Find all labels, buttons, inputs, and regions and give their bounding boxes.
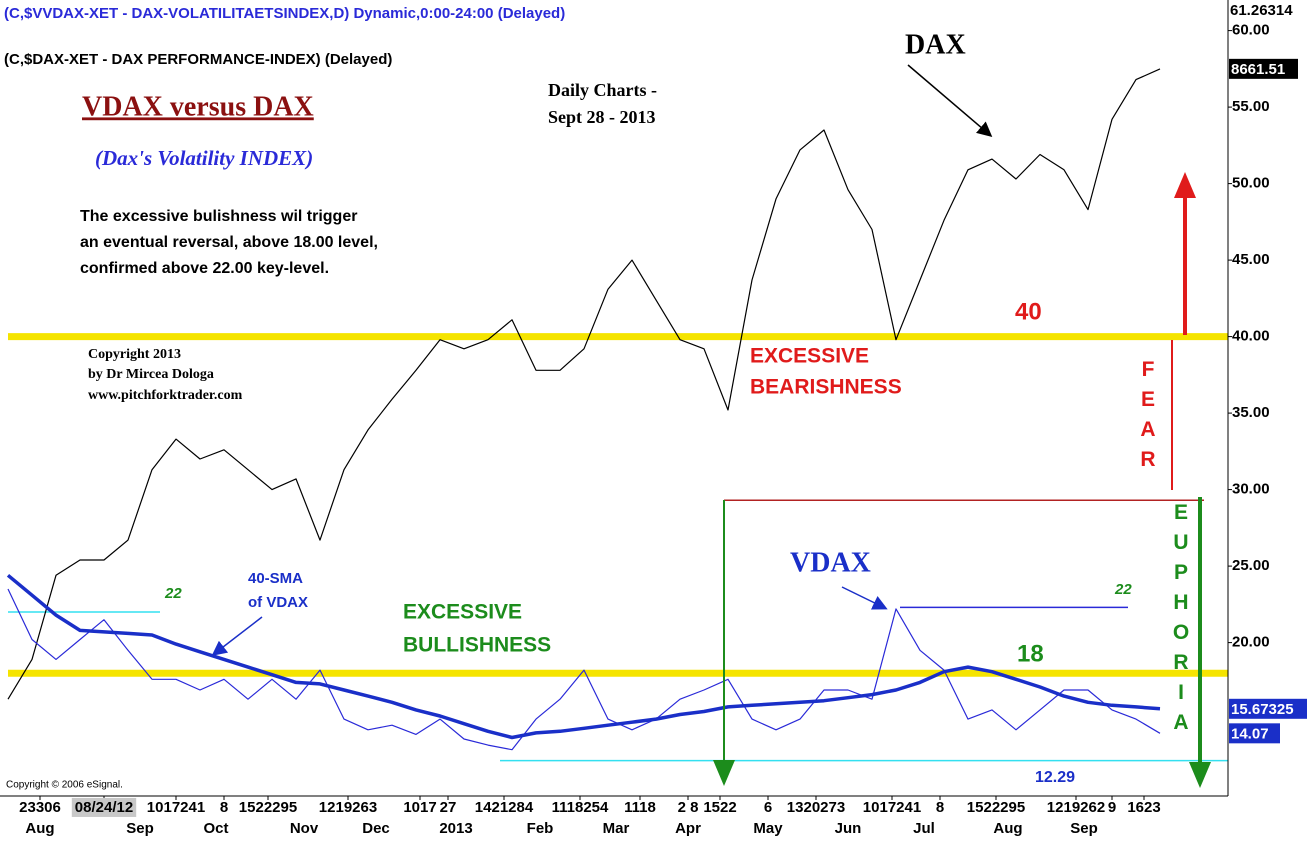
dax-label: DAX <box>905 29 966 60</box>
bullish-note: BULLISHNESS <box>403 634 551 657</box>
month-label: Apr <box>675 820 701 837</box>
note: Daily Charts - <box>548 80 657 100</box>
source-line: (C,$DAX-XET - DAX PERFORMANCE-INDEX) (De… <box>4 51 392 68</box>
comment: confirmed above 22.00 key-level. <box>80 260 329 277</box>
esignal: Copyright © 2006 eSignal. <box>6 780 123 791</box>
bullish-note: EXCESSIVE <box>403 601 522 624</box>
arrowhead <box>1174 172 1196 198</box>
x-tick-highlight <box>71 797 137 817</box>
sma-note: of VDAX <box>248 594 308 611</box>
arrow <box>211 616 263 656</box>
month-label: Sep <box>126 820 154 837</box>
x-tick-label: 1017241 <box>863 799 921 816</box>
arrowhead <box>1189 762 1211 788</box>
x-tick-label: 1118 <box>624 799 656 816</box>
x-tick-label: 08/24/12 <box>75 799 133 816</box>
x-tick-label: 1017241 <box>147 799 205 816</box>
series-line <box>7 588 1161 751</box>
month-label: Sep <box>1070 820 1098 837</box>
level-label: 12.29 <box>1035 769 1075 786</box>
comment: an eventual reversal, above 18.00 level, <box>80 234 378 251</box>
month-label: Feb <box>527 820 554 837</box>
y-tick-label: 30.00 <box>1232 481 1270 498</box>
price-label: 8661.51 <box>1231 61 1285 78</box>
month-label: Dec <box>362 820 390 837</box>
price-label: 15.67325 <box>1231 701 1294 718</box>
y-tick-label: 25.00 <box>1232 557 1270 574</box>
arrowhead <box>713 760 735 786</box>
level-label: 18 <box>1017 640 1044 667</box>
level-label: 22 <box>1114 581 1132 598</box>
x-tick-label: 1623 <box>1127 799 1160 816</box>
level-label: 22 <box>164 585 182 602</box>
sma-note: 40-SMA <box>248 570 303 587</box>
x-tick-label: 1522295 <box>239 799 297 816</box>
x-tick-label: 2 8 <box>678 799 699 816</box>
x-tick-label: 1017 <box>403 799 436 816</box>
subtitle: (Dax's Volatility INDEX) <box>95 146 313 170</box>
y-tick-label: 55.00 <box>1232 98 1270 115</box>
price-box <box>1229 58 1298 79</box>
y-tick-label: 50.00 <box>1232 175 1270 192</box>
x-tick-label: 1219262 <box>1047 799 1105 816</box>
x-tick-label: 8 <box>936 799 944 816</box>
series-line <box>7 68 1161 700</box>
month-label: Aug <box>993 820 1022 837</box>
bearish-note: BEARISHNESS <box>750 376 902 399</box>
price-label: 14.07 <box>1231 725 1269 742</box>
month-label: Aug <box>25 820 54 837</box>
series-line <box>6 573 1161 740</box>
month-label: Jul <box>913 820 935 837</box>
top-marker: 61.26314 <box>1230 2 1293 19</box>
copyright: Copyright 2013 <box>88 347 181 362</box>
bearish-note: EXCESSIVE <box>750 345 869 368</box>
price-box <box>1229 723 1280 744</box>
month-label: Jun <box>835 820 862 837</box>
copyright: by Dr Mircea Dologa <box>88 367 214 382</box>
month-label: Oct <box>203 820 228 837</box>
x-tick-label: 1118254 <box>552 799 609 816</box>
month-label: 2013 <box>439 820 472 837</box>
y-tick-label: 60.00 <box>1232 22 1270 39</box>
x-tick-label: 9 <box>1108 799 1116 816</box>
vdax-label: VDAX <box>790 547 871 578</box>
arrow <box>907 64 993 137</box>
title: VDAX versus DAX <box>82 91 314 122</box>
y-tick-label: 45.00 <box>1232 251 1270 268</box>
y-tick-label: 35.00 <box>1232 404 1270 421</box>
comment: The excessive bulishness wil trigger <box>80 208 357 225</box>
arrow <box>841 586 888 610</box>
plot <box>6 68 1228 762</box>
month-label: May <box>753 820 783 837</box>
x-tick-label: 1421284 <box>475 799 534 816</box>
x-tick-label: 6 <box>764 799 772 816</box>
x-tick-label: 27 <box>440 799 457 816</box>
source-line: (C,$VVDAX-XET - DAX-VOLATILITAETSINDEX,D… <box>4 5 565 22</box>
x-tick-label: 1522295 <box>967 799 1025 816</box>
month-label: Mar <box>603 820 630 837</box>
y-tick-label: 20.00 <box>1232 634 1270 651</box>
x-tick-label: 8 <box>220 799 228 816</box>
y-tick-label: 40.00 <box>1232 328 1270 345</box>
copyright: www.pitchforktrader.com <box>88 388 243 403</box>
x-tick-label: 1522 <box>703 799 736 816</box>
price-box <box>1229 698 1307 719</box>
month-label: Nov <box>290 820 319 837</box>
x-tick-label: 23306 <box>19 799 61 816</box>
level-label: 40 <box>1015 298 1042 325</box>
x-tick-label: 1320273 <box>787 799 845 816</box>
note: Sept 28 - 2013 <box>548 107 656 127</box>
x-tick-label: 1219263 <box>319 799 377 816</box>
